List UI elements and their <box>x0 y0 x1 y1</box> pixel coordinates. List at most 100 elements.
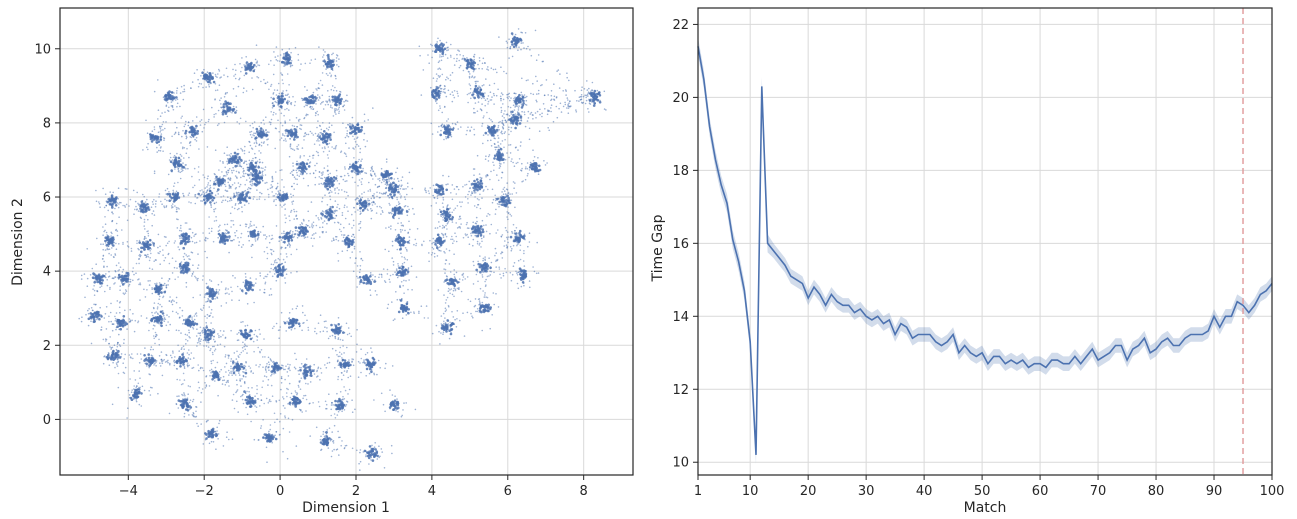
scatter-point <box>532 159 535 162</box>
scatter-point <box>330 323 333 327</box>
scatter-point <box>331 205 334 209</box>
scatter-point <box>351 399 353 402</box>
scatter-point <box>196 345 198 347</box>
scatter-point <box>342 339 344 342</box>
scatter-point <box>333 424 336 427</box>
scatter-point <box>181 135 183 138</box>
scatter-point <box>235 109 238 112</box>
scatter-point <box>514 126 517 130</box>
scatter-point <box>210 440 213 443</box>
scatter-point <box>133 388 135 390</box>
scatter-point <box>207 287 209 290</box>
scatter-point <box>335 449 338 451</box>
scatter-point <box>538 168 542 172</box>
scatter-point <box>370 370 373 374</box>
scatter-point <box>275 46 278 48</box>
scatter-point <box>186 240 189 243</box>
scatter-point <box>211 427 215 431</box>
scatter-point <box>522 42 524 44</box>
scatter-point <box>337 338 340 341</box>
scatter-point <box>305 133 308 136</box>
scatter-point <box>248 390 250 393</box>
scatter-point <box>363 120 366 122</box>
scatter-point <box>246 324 249 327</box>
scatter-point <box>433 188 436 191</box>
scatter-point <box>174 121 176 124</box>
scatter-point <box>265 446 268 449</box>
scatter-point <box>249 131 251 133</box>
scatter-point <box>250 288 252 291</box>
scatter-point <box>303 166 306 169</box>
scatter-point <box>332 186 334 188</box>
scatter-point <box>161 374 164 377</box>
scatter-point <box>530 92 532 95</box>
scatter-point <box>197 339 200 341</box>
scatter-point <box>237 411 239 413</box>
scatter-point <box>244 325 247 327</box>
scatter-point <box>281 268 284 272</box>
scatter-point <box>456 121 459 123</box>
scatter-point <box>184 262 186 264</box>
scatter-point <box>169 354 172 357</box>
scatter-point <box>254 329 257 332</box>
scatter-point <box>514 33 517 36</box>
scatter-point <box>365 375 368 377</box>
scatter-point <box>89 312 93 315</box>
scatter-point <box>250 420 252 423</box>
scatter-point <box>223 330 225 332</box>
scatter-point <box>161 362 164 365</box>
scatter-point <box>143 195 145 198</box>
scatter-point <box>262 225 265 228</box>
scatter-point <box>184 359 188 363</box>
scatter-point <box>155 289 157 291</box>
scatter-point <box>224 189 227 192</box>
scatter-point <box>299 173 302 175</box>
scatter-point <box>370 197 373 200</box>
scatter-point <box>94 275 98 279</box>
scatter-point <box>280 137 283 139</box>
scatter-point <box>286 134 290 138</box>
scatter-point <box>339 355 341 358</box>
scatter-point <box>306 364 308 366</box>
scatter-point <box>376 458 379 460</box>
scatter-point <box>493 94 496 97</box>
scatter-point <box>259 191 261 194</box>
scatter-point <box>171 310 174 313</box>
scatter-point <box>222 379 224 382</box>
scatter-point <box>302 397 304 400</box>
scatter-point <box>366 352 369 354</box>
scatter-point <box>192 296 194 299</box>
scatter-point <box>501 119 504 122</box>
scatter-point <box>195 406 197 408</box>
scatter-point <box>286 51 289 53</box>
scatter-point <box>403 402 405 404</box>
scatter-point <box>405 402 408 404</box>
scatter-point <box>403 205 406 208</box>
scatter-point <box>505 203 509 206</box>
scatter-point <box>193 357 195 359</box>
scatter-point <box>179 229 181 232</box>
scatter-point <box>260 394 262 396</box>
scatter-point <box>254 58 257 61</box>
scatter-point <box>121 229 123 231</box>
scatter-point <box>173 98 176 100</box>
scatter-point <box>256 60 259 62</box>
scatter-point <box>467 193 469 196</box>
scatter-point <box>294 226 298 229</box>
scatter-point <box>335 60 338 62</box>
scatter-point <box>177 407 180 409</box>
scatter-point <box>324 194 326 196</box>
scatter-point <box>513 187 515 189</box>
scatter-point <box>254 240 257 242</box>
scatter-point <box>334 217 336 220</box>
scatter-point <box>105 273 107 275</box>
scatter-point <box>450 43 452 46</box>
scatter-point <box>307 184 310 187</box>
scatter-point <box>248 239 250 242</box>
scatter-point <box>405 209 408 212</box>
scatter-point <box>388 226 390 228</box>
scatter-point <box>187 393 189 396</box>
scatter-point <box>279 270 282 273</box>
scatter-point <box>238 374 241 376</box>
scatter-point <box>113 344 116 347</box>
